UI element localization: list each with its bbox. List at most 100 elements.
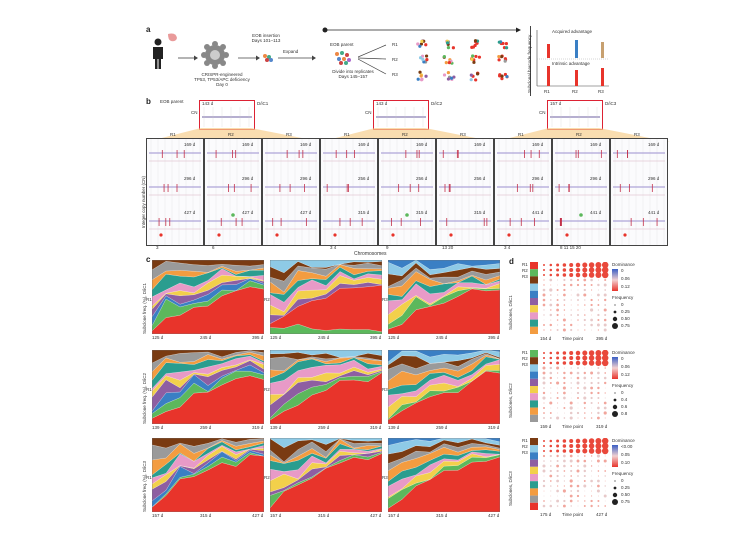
subclone-band xyxy=(388,260,500,270)
frequency-bubble xyxy=(557,412,558,414)
frequency-bubble xyxy=(543,264,545,266)
timepoint-label: 169 d xyxy=(474,142,486,147)
frequency-bubble xyxy=(596,323,600,327)
x-start-label: 159 d xyxy=(540,424,552,429)
frequency-bubble xyxy=(597,411,600,415)
frequency-bubble xyxy=(590,371,594,375)
frequency-bubble xyxy=(562,318,566,322)
frequency-bubble xyxy=(576,469,580,473)
frequency-bubble xyxy=(597,396,600,400)
time-tick: 315 d xyxy=(318,513,330,518)
frequency-bubble xyxy=(601,354,609,362)
frequency-bubble xyxy=(595,448,602,454)
time-tick: 125 d xyxy=(388,335,400,340)
frequency-tick: 0.25 xyxy=(621,309,630,314)
frequency-bubble xyxy=(582,360,588,366)
frequency-bubble xyxy=(584,490,586,492)
subclone-band xyxy=(270,438,382,448)
frequency-bubble xyxy=(556,268,560,272)
frequency-bubble xyxy=(563,485,566,487)
frequency-bubble xyxy=(577,455,579,457)
frequency-bubble xyxy=(562,263,567,267)
frequency-bubble xyxy=(583,392,586,394)
frequency-bubble xyxy=(590,318,593,322)
frequency-bubble xyxy=(590,396,593,400)
panel-c-ylabel: Subclone freq. (%), D/iC1 xyxy=(142,282,147,334)
organoid-cell xyxy=(500,77,504,81)
frequency-bubble xyxy=(557,402,559,404)
frequency-bubble xyxy=(577,475,579,477)
frequency-bubble xyxy=(583,464,587,468)
dominance-tick: 0 xyxy=(621,356,624,361)
x-axis-label: Time point xyxy=(562,424,583,429)
frequency-bubble xyxy=(563,499,566,503)
timepoint-label: 169 d xyxy=(648,142,660,147)
rep-r3-a: R3 xyxy=(392,72,398,77)
frequency-bubble xyxy=(549,449,553,453)
organoid-cell xyxy=(471,54,475,58)
organoid-cell xyxy=(418,44,422,48)
frequency-bubble xyxy=(604,490,606,492)
frequency-bubble xyxy=(556,489,559,493)
frequency-bubble xyxy=(584,304,586,306)
frequency-bubble xyxy=(583,417,586,419)
time-tick: 125 d xyxy=(152,335,164,340)
organoid-cell xyxy=(475,72,480,76)
frequency-bubble xyxy=(583,288,586,292)
time-tick: 259 d xyxy=(318,425,330,430)
frequency-bubble xyxy=(577,465,579,467)
frequency-bubble xyxy=(563,309,566,311)
frequency-bubble xyxy=(590,283,593,287)
frequency-bubble xyxy=(570,294,572,296)
frequency-bubble xyxy=(569,361,574,365)
frequency-bubble xyxy=(603,459,607,463)
frequency-bubble xyxy=(584,367,586,369)
frequency-bubble xyxy=(562,328,566,332)
frequency-bubble xyxy=(549,485,552,487)
frequency-bubble xyxy=(577,329,579,331)
parent-day-label: 157 d xyxy=(550,101,562,106)
timeline-line xyxy=(322,27,522,33)
dominance-tick: 0.12 xyxy=(621,372,630,377)
frequency-bubble xyxy=(569,449,574,453)
time-tick: 259 d xyxy=(200,425,212,430)
timepoint-label: 296 d xyxy=(242,176,254,181)
x-start-label: 154 d xyxy=(540,336,552,341)
frequency-bubble xyxy=(575,272,581,278)
frequency-bubble xyxy=(577,367,579,369)
frequency-bubble xyxy=(576,278,580,282)
frequency-bubble xyxy=(604,475,606,477)
frequency-bubble xyxy=(577,387,579,389)
cn-axis-label: CN xyxy=(191,110,198,115)
frequency-bubble xyxy=(577,397,579,399)
frequency-bubble xyxy=(583,293,587,297)
frequency-bubble xyxy=(549,323,553,327)
subclone-band xyxy=(270,260,382,273)
frequency-bubble xyxy=(588,448,595,454)
frequency-bubble xyxy=(542,366,546,370)
frequency-bubble xyxy=(550,309,552,311)
frequency-bubble xyxy=(603,323,607,327)
frequency-bubble xyxy=(576,313,580,317)
organoid-cell xyxy=(421,57,425,62)
frequency-bubble xyxy=(577,324,579,326)
frequency-bubble xyxy=(588,360,595,366)
organoid-cell xyxy=(445,41,450,45)
panel-d-ylabel: Subclones, D/iC1 xyxy=(508,295,513,330)
time-tick: 395 d xyxy=(252,335,264,340)
organoid-cell xyxy=(505,74,509,79)
frequency-bubble xyxy=(542,454,546,458)
organoid-cell xyxy=(424,74,428,78)
frequency-bubble xyxy=(556,416,560,420)
timepoint-label: 256 d xyxy=(416,176,428,181)
frequency-bubble xyxy=(570,397,572,399)
organoid-cell xyxy=(416,42,420,46)
frequency-bubble xyxy=(543,269,545,271)
frequency-bubble xyxy=(543,495,545,497)
replicate-cn-box xyxy=(262,138,320,246)
replicate-cn-box xyxy=(494,138,552,246)
frequency-bubble xyxy=(582,262,588,268)
frequency-key-dot xyxy=(614,392,616,394)
muller-plot xyxy=(152,438,264,512)
replicate-label: R2 xyxy=(402,132,408,137)
